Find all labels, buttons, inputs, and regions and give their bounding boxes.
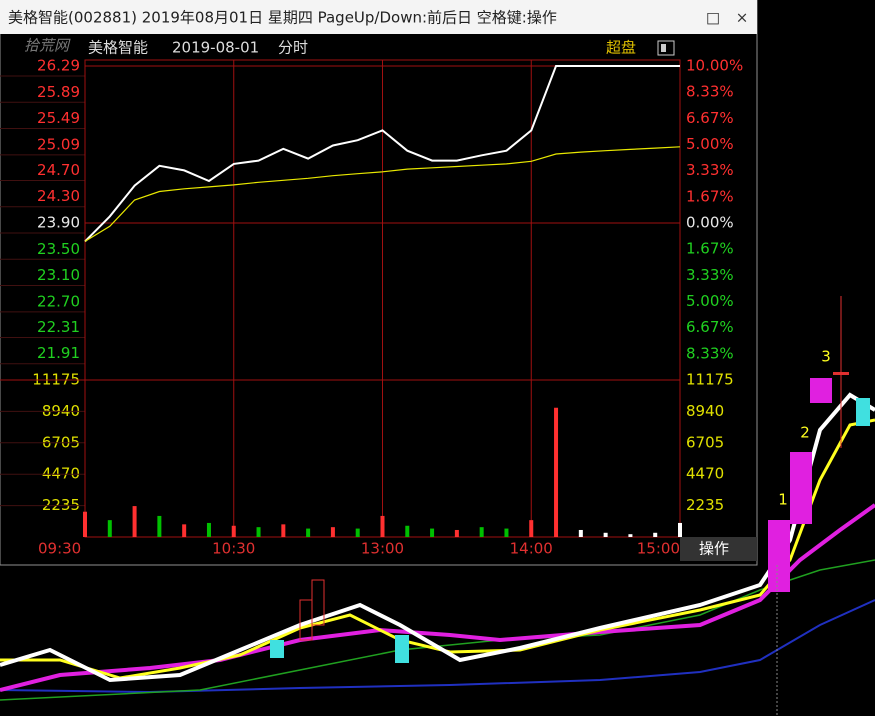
y-tick-label: 24.70 [37, 161, 80, 179]
volume-bar [83, 511, 87, 537]
volume-bar [206, 522, 211, 537]
toggle-icon[interactable] [657, 40, 675, 56]
window-frame [0, 0, 758, 566]
y2-tick-label: 6.67% [686, 109, 734, 127]
volume-bar [281, 524, 286, 537]
daily-kline: 1 2 3 [0, 296, 875, 716]
y-tick-label: 22.31 [37, 318, 80, 336]
volume-tick-label: 2235 [42, 496, 80, 514]
volume-tick-label-right: 2235 [686, 496, 724, 514]
volume-bar [330, 527, 335, 537]
operate-button[interactable]: 操作 [699, 540, 729, 558]
volume-tick-label-right: 8940 [686, 402, 724, 420]
volume-bar [653, 532, 658, 537]
y-tick-label: 25.89 [37, 83, 80, 101]
volume-bar [479, 527, 484, 537]
volume-bar [628, 534, 633, 537]
y2-tick-label: 8.33% [686, 344, 734, 362]
volume-tick-label-right: 6705 [686, 433, 724, 451]
volume-bar [430, 528, 435, 537]
candle [311, 579, 325, 626]
x-tick-label: 10:30 [212, 540, 255, 558]
volume-bar [529, 520, 534, 537]
volume-bar [107, 520, 112, 537]
volume-bar [554, 407, 559, 537]
candle [856, 398, 870, 426]
candle [395, 635, 409, 663]
candle [833, 372, 849, 375]
price-line [84, 65, 680, 243]
y2-tick-label: 6.67% [686, 318, 734, 336]
y-tick-label: 23.90 [37, 214, 80, 232]
watermark: 拾荒网 [24, 37, 71, 55]
candle [270, 640, 284, 658]
volume-bar [256, 527, 261, 537]
y-tick-label: 23.50 [37, 240, 80, 258]
date: 2019-08-01 [172, 39, 259, 57]
y-tick-label: 25.09 [37, 135, 80, 153]
candle [810, 378, 832, 403]
maximize-button[interactable]: □ [706, 9, 720, 27]
y-tick-label: 25.49 [37, 109, 80, 127]
volume-tick-label-right: 4470 [686, 465, 724, 483]
y2-tick-label: 10.00% [686, 57, 743, 75]
volume-bar [306, 528, 311, 537]
stock-name: 美格智能 [88, 39, 148, 57]
price-line [84, 146, 681, 242]
y2-tick-label: 3.33% [686, 266, 734, 284]
volume-bar [454, 529, 459, 537]
window: 美格智能(002881) 2019年08月01日 星期四 PageUp/Down… [0, 0, 758, 566]
y2-tick-label: 3.33% [686, 161, 734, 179]
x-tick-label: 14:00 [510, 540, 553, 558]
volume-bar [504, 528, 509, 537]
y2-tick-label: 0.00% [686, 214, 734, 232]
y-tick-label: 24.30 [37, 187, 80, 205]
candle [790, 452, 812, 524]
volume-bar [578, 529, 583, 537]
volume-bar [355, 528, 360, 537]
volume-bar [678, 522, 682, 537]
y-tick-label: 26.29 [37, 57, 80, 75]
y-tick-label: 23.10 [37, 266, 80, 284]
volume-tick-label-right: 11175 [686, 371, 734, 389]
window-title: 美格智能(002881) 2019年08月01日 星期四 PageUp/Down… [8, 9, 557, 27]
volume-bar [182, 524, 187, 537]
footer-bar [680, 537, 757, 561]
y-tick-label: 22.70 [37, 292, 80, 310]
y2-tick-label: 5.00% [686, 292, 734, 310]
volume-bar [405, 525, 410, 537]
kline-label: 1 [778, 491, 788, 509]
volume-bar [603, 532, 608, 537]
candle [768, 520, 790, 592]
overlay-button[interactable]: 超盘 [606, 39, 636, 57]
volume-bar [132, 506, 137, 537]
close-button[interactable]: × [736, 9, 749, 27]
x-tick-label: 15:00 [637, 540, 680, 558]
volume-bar [231, 525, 236, 537]
volume-bar [380, 515, 385, 537]
y2-tick-label: 5.00% [686, 135, 734, 153]
ma-line [0, 559, 875, 701]
kline-label: 3 [821, 348, 831, 366]
toggle-icon-fill [661, 44, 666, 52]
y2-tick-label: 8.33% [686, 83, 734, 101]
x-tick-label: 09:30 [38, 540, 81, 558]
x-tick-label: 13:00 [361, 540, 404, 558]
y2-tick-label: 1.67% [686, 240, 734, 258]
kline-label: 2 [800, 424, 810, 442]
title-bar [0, 0, 757, 34]
mode: 分时 [278, 39, 308, 57]
y-tick-label: 21.91 [37, 344, 80, 362]
volume-bar [157, 515, 162, 537]
y2-tick-label: 1.67% [686, 187, 734, 205]
ma-line [0, 503, 875, 692]
